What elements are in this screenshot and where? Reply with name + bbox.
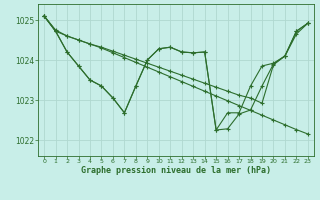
X-axis label: Graphe pression niveau de la mer (hPa): Graphe pression niveau de la mer (hPa) [81,166,271,175]
